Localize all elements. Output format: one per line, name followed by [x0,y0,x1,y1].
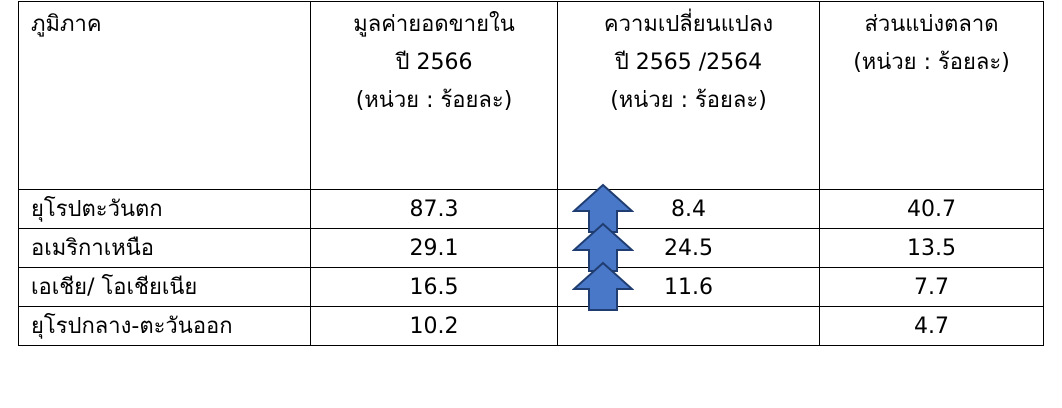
change-value: 24.5 [664,235,713,261]
change-value: 8.4 [671,196,706,222]
table-row: ยุโรปกลาง-ตะวันออก 10.2 4.7 [18,306,1044,346]
header-share: ส่วนแบ่งตลาด (หน่วย : ร้อยละ) [819,1,1044,190]
share-value-cell: 40.7 [819,189,1044,229]
table-body: ยุโรปตะวันตก 87.3 8.4 40.7 อเมริกาเหนือ 29.1 2… [18,183,1044,346]
share-value-cell: 13.5 [819,228,1044,268]
sales-value-cell: 10.2 [310,306,558,346]
sales-value-cell: 87.3 [310,189,558,229]
region-cell: อเมริกาเหนือ [18,228,311,268]
share-value-cell: 4.7 [819,306,1044,346]
header-change: ความเปลี่ยนแปลง ปี 2565 /2564 (หน่วย : ร… [557,1,820,190]
region-cell: เอเชีย/ โอเชียเนีย [18,267,311,307]
table-row: ยุโรปตะวันตก 87.3 8.4 40.7 [18,183,1044,233]
sales-value-cell: 29.1 [310,228,558,268]
header-region: ภูมิภาค [18,1,311,190]
region-cell: ยุโรปตะวันตก [18,189,311,229]
up-arrow-icon [572,261,634,311]
market-share-table: ภูมิภาค มูลค่ายอดขายใน ปี 2566 (หน่วย : … [18,1,1044,346]
header-sales: มูลค่ายอดขายใน ปี 2566 (หน่วย : ร้อยละ) [310,1,558,190]
table-row: เอเชีย/ โอเชียเนีย 16.5 11.6 7.7 [18,261,1044,311]
change-cell [557,306,820,346]
sales-value-cell: 16.5 [310,267,558,307]
share-value-cell: 7.7 [819,267,1044,307]
change-value: 11.6 [664,274,713,300]
table-row: อเมริกาเหนือ 29.1 24.5 13.5 [18,222,1044,272]
table-header-row: ภูมิภาค มูลค่ายอดขายใน ปี 2566 (หน่วย : … [18,1,1044,190]
region-cell: ยุโรปกลาง-ตะวันออก [18,306,311,346]
change-cell: 11.6 [557,261,820,311]
